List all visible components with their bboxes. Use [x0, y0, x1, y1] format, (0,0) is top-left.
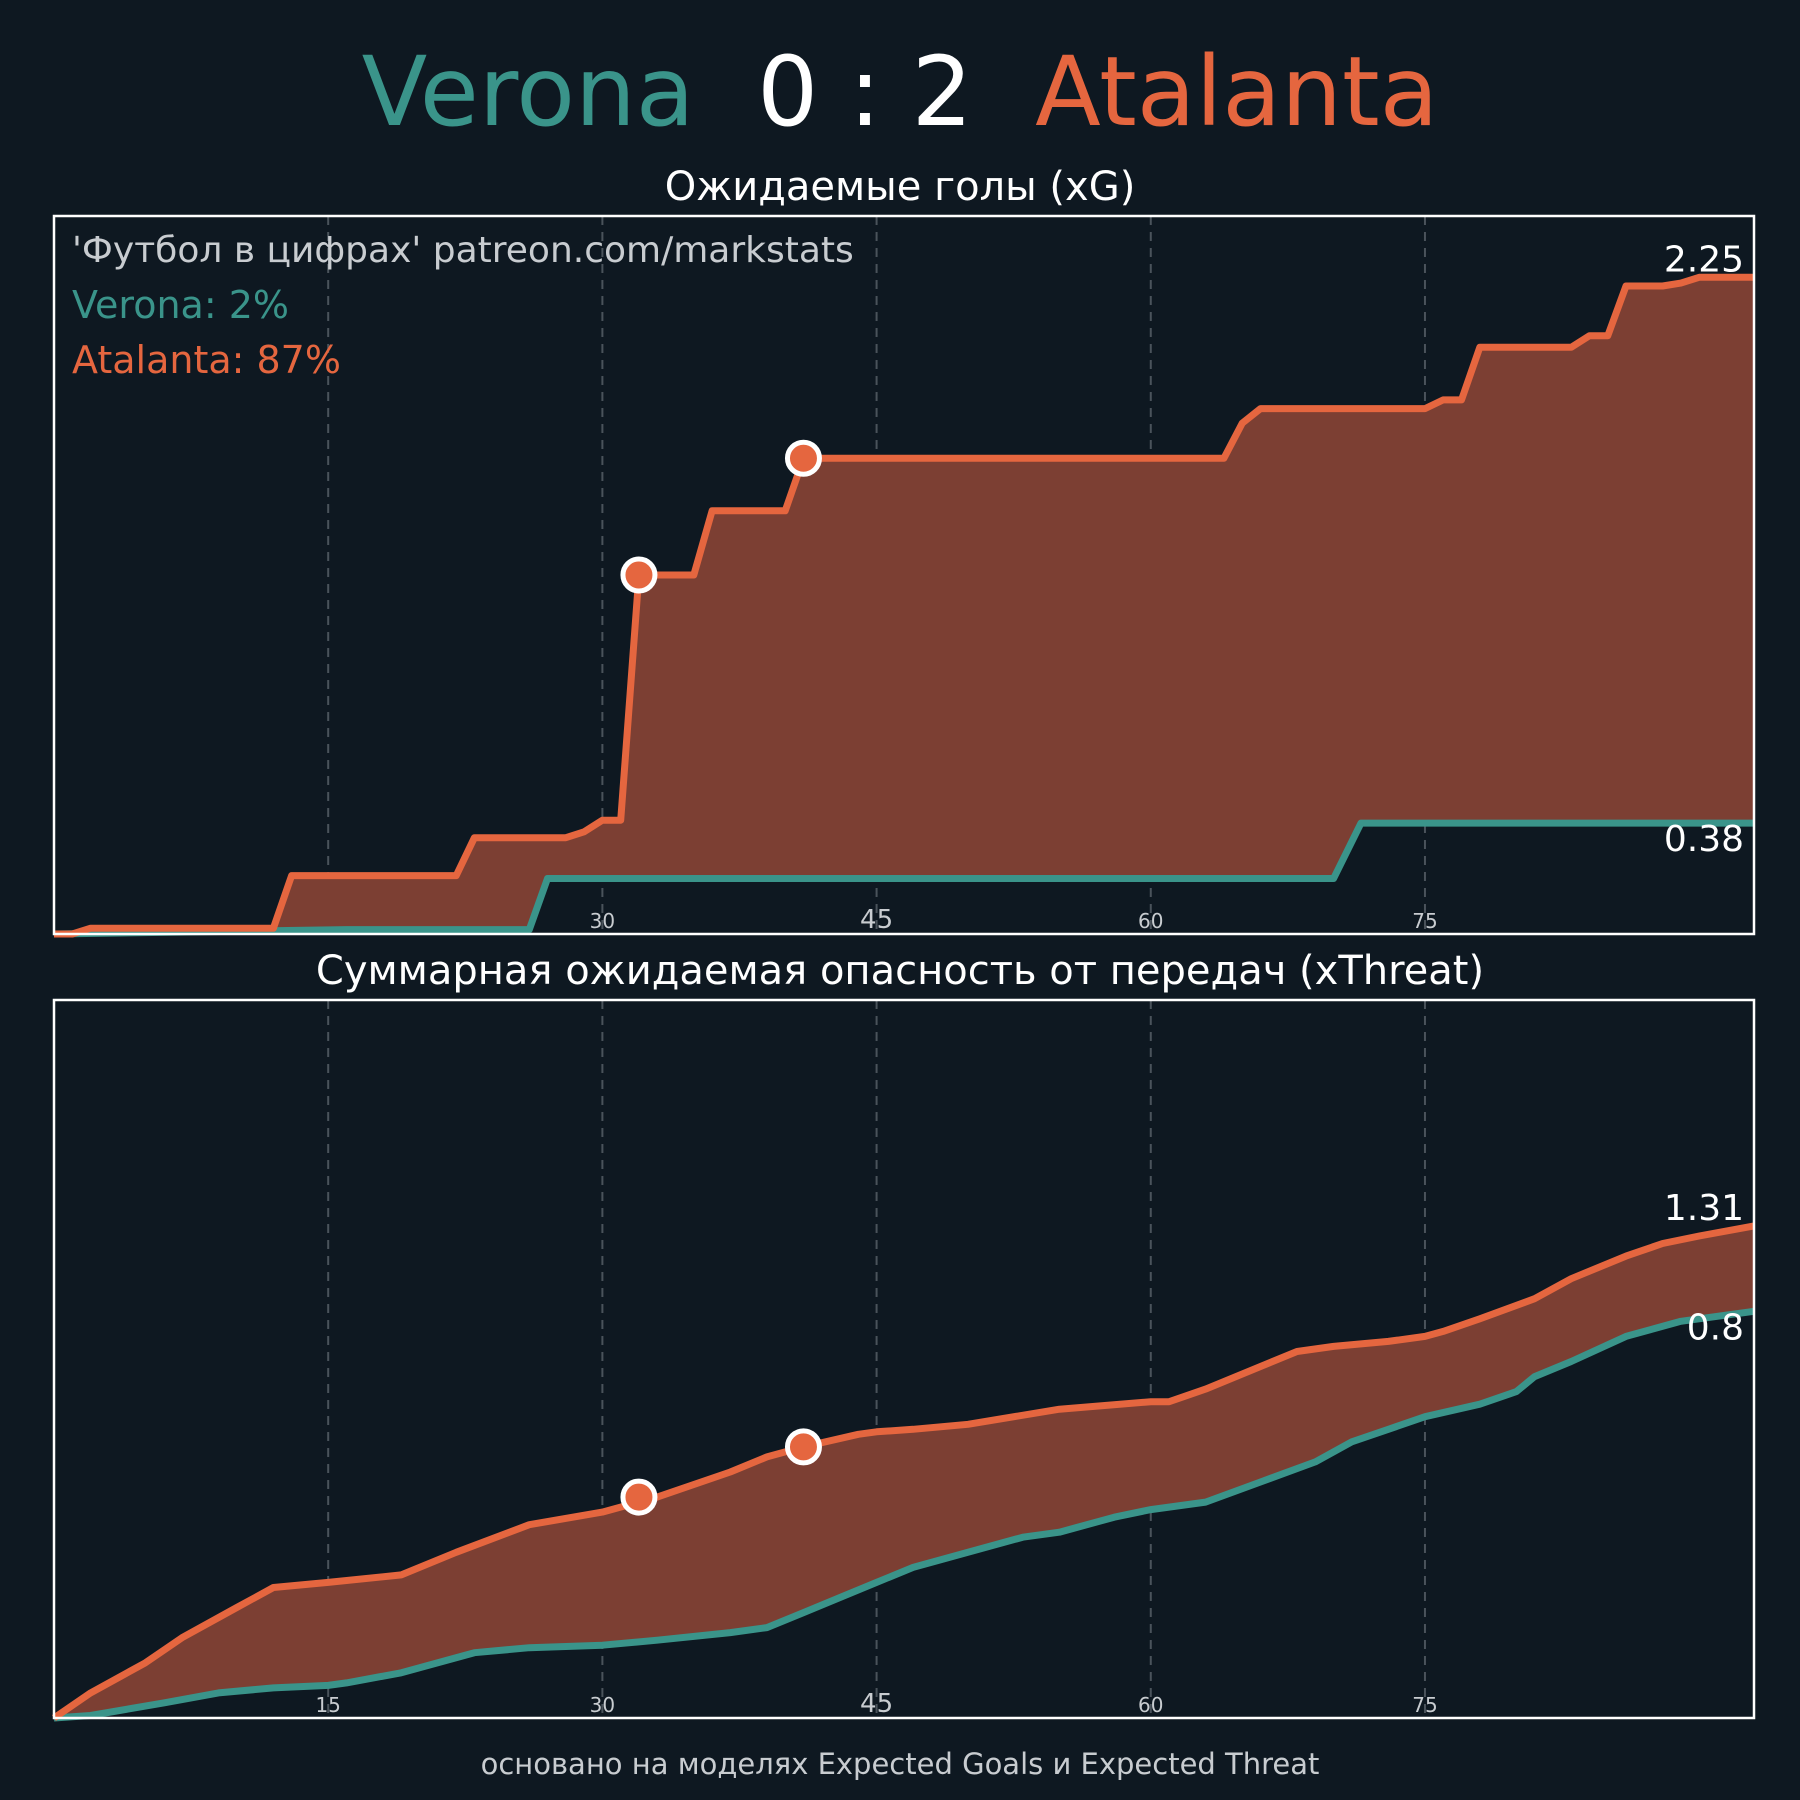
goal-marker: [620, 1478, 658, 1516]
watermark: 'Футбол в цифрах' patreon.com/markstats: [72, 230, 854, 271]
away-team-name: Atalanta: [1035, 36, 1438, 148]
xthreat-panel-title: Суммарная ожидаемая опасность от передач…: [316, 948, 1484, 994]
xthreat-plot-frame: [52, 998, 1756, 1720]
x-tick-label: 15: [315, 1693, 340, 1717]
x-tick-label: 75: [1412, 909, 1437, 933]
xthreat-difference-area: [54, 1225, 1754, 1718]
home-team-name: Verona: [362, 36, 695, 148]
xthreat-verona-line: [53, 1307, 1755, 1722]
x-tick-label: 45: [860, 905, 893, 935]
x-tick-label: 60: [1138, 909, 1163, 933]
goal-marker: [620, 556, 658, 594]
xg-atalanta-line: [54, 273, 1754, 938]
xg-panel-title: Ожидаемые голы (xG): [665, 164, 1136, 210]
xg-atalanta-end-value: 2.25: [1664, 239, 1744, 280]
xg-difference-area: [54, 277, 1754, 934]
atalanta-win-probability: Atalanta: 87%: [72, 338, 341, 382]
footer-note: основано на моделях Expected Goals и Exp…: [481, 1747, 1320, 1781]
xg-goal-markers: [620, 439, 822, 594]
xthreat-goal-markers: [620, 1428, 822, 1516]
xg-verona-end-value: 0.38: [1664, 819, 1744, 860]
match-score: 0 : 2: [757, 36, 973, 148]
xg-plot-frame: [52, 214, 1756, 936]
xthreat-tick-labels: 15 30 45 60 75: [315, 1689, 1437, 1719]
goal-marker: [784, 439, 822, 477]
x-tick-label: 60: [1138, 1693, 1163, 1717]
xthreat-panel: Суммарная ожидаемая опасность от передач…: [52, 948, 1756, 1722]
verona-win-probability: Verona: 2%: [72, 283, 289, 327]
x-tick-label: 30: [590, 1693, 615, 1717]
x-tick-label: 30: [590, 909, 615, 933]
x-tick-label: 45: [860, 1689, 893, 1719]
match-title: Verona 0 : 2 Atalanta: [362, 36, 1439, 148]
xthreat-atalanta-line: [52, 1222, 1755, 1721]
xg-verona-line: [53, 819, 1754, 938]
goal-marker: [784, 1428, 822, 1466]
xthreat-verona-end-value: 0.8: [1687, 1307, 1744, 1348]
x-tick-label: 75: [1412, 1693, 1437, 1717]
xthreat-atalanta-end-value: 1.31: [1664, 1188, 1744, 1229]
